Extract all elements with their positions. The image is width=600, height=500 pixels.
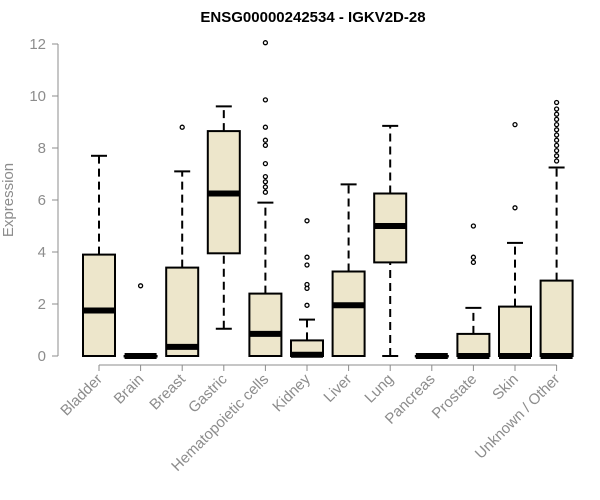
outlier-point bbox=[553, 121, 560, 128]
x-tick-label: Brain bbox=[111, 371, 148, 408]
y-tick-label: 6 bbox=[38, 192, 46, 209]
box-group bbox=[414, 353, 449, 359]
x-tick-label: Breast bbox=[146, 370, 189, 413]
x-tick-label: Liver bbox=[320, 371, 355, 406]
box bbox=[456, 332, 491, 357]
outlier-point bbox=[262, 173, 269, 180]
outlier-point bbox=[553, 147, 560, 154]
box-group bbox=[123, 283, 158, 359]
x-tick-label: Bladder bbox=[57, 371, 106, 420]
outlier-point bbox=[512, 121, 518, 128]
outlier-point bbox=[304, 302, 310, 308]
box-group bbox=[165, 124, 200, 358]
plot-area bbox=[82, 40, 574, 359]
box bbox=[82, 253, 116, 358]
box-group bbox=[206, 105, 241, 330]
outlier-point bbox=[553, 142, 560, 149]
outlier-point bbox=[304, 218, 310, 224]
box-group bbox=[373, 124, 408, 357]
outlier-point bbox=[553, 106, 560, 112]
x-tick-label: Skin bbox=[489, 371, 522, 404]
outlier-point bbox=[262, 137, 269, 143]
y-tick-label: 8 bbox=[38, 140, 46, 157]
box bbox=[539, 279, 574, 358]
chart-title: ENSG00000242534 - IGKV2D-28 bbox=[200, 9, 425, 26]
box-group bbox=[331, 183, 366, 357]
outlier-point bbox=[262, 142, 269, 149]
outlier-point bbox=[262, 124, 269, 130]
y-tick-label: 12 bbox=[29, 36, 46, 53]
outlier-point bbox=[553, 127, 560, 133]
y-axis: 0 2 4 6 8 10 12 bbox=[29, 36, 59, 365]
outlier-point bbox=[304, 254, 310, 260]
box-group bbox=[248, 40, 283, 358]
x-tick-label: Kidney bbox=[269, 370, 314, 415]
outlier-point bbox=[262, 179, 269, 185]
outlier-point bbox=[553, 132, 560, 138]
box-group bbox=[498, 121, 532, 359]
box bbox=[331, 270, 366, 357]
outlier-point bbox=[470, 259, 477, 266]
box bbox=[248, 292, 283, 358]
box bbox=[165, 266, 200, 358]
outlier-point bbox=[262, 160, 269, 167]
y-tick-label: 10 bbox=[29, 88, 46, 105]
box-group bbox=[82, 154, 116, 358]
outlier-point bbox=[470, 223, 477, 229]
x-tick-label: Prostate bbox=[429, 371, 481, 423]
y-axis-label: Expression bbox=[0, 163, 17, 237]
box bbox=[498, 305, 532, 358]
outlier-point bbox=[553, 99, 560, 106]
outlier-point bbox=[304, 262, 310, 268]
outlier-point bbox=[304, 281, 310, 288]
outlier-point bbox=[553, 153, 560, 159]
outlier-point bbox=[262, 97, 269, 103]
outlier-point bbox=[262, 184, 269, 190]
outlier-point bbox=[470, 254, 477, 260]
outlier-point bbox=[553, 116, 560, 123]
outlier-point bbox=[553, 137, 560, 143]
outlier-point bbox=[262, 40, 269, 46]
y-tick-label: 2 bbox=[38, 296, 46, 313]
outlier-point bbox=[553, 158, 560, 164]
outlier-point bbox=[262, 189, 269, 195]
outlier-point bbox=[512, 205, 518, 211]
x-tick-label: Lung bbox=[361, 371, 397, 407]
box-group bbox=[290, 218, 324, 358]
box-group bbox=[539, 99, 574, 359]
outlier-point bbox=[553, 111, 560, 117]
outlier-point bbox=[137, 283, 144, 289]
y-tick-label: 0 bbox=[38, 348, 46, 365]
box-group bbox=[456, 223, 491, 359]
y-tick-label: 4 bbox=[38, 244, 46, 261]
outlier-point bbox=[179, 124, 185, 130]
